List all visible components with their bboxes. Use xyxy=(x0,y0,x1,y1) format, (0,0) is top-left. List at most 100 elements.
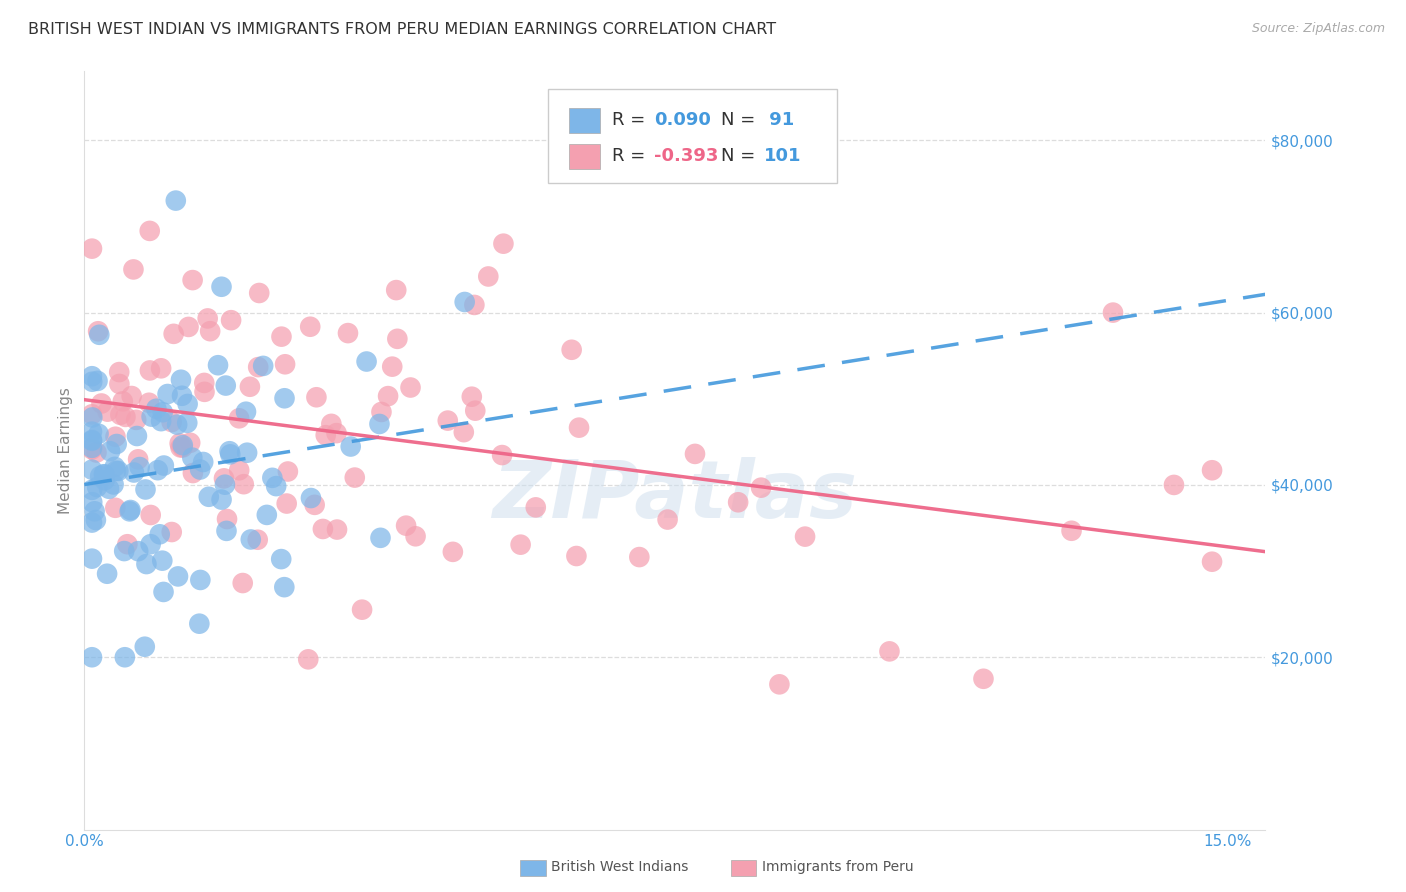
Point xyxy=(246,533,269,547)
Point xyxy=(150,554,173,568)
Y-axis label: Median Earnings: Median Earnings xyxy=(58,387,73,514)
Point xyxy=(138,224,160,238)
Text: N =: N = xyxy=(721,147,761,165)
Point xyxy=(1102,305,1125,319)
Point xyxy=(273,580,295,594)
Point xyxy=(110,408,132,422)
Point xyxy=(461,390,484,404)
Point xyxy=(228,411,250,425)
Point xyxy=(166,417,188,432)
Point xyxy=(339,440,361,454)
Point xyxy=(463,298,485,312)
Point xyxy=(277,465,299,479)
Point xyxy=(236,446,259,460)
Point xyxy=(247,360,270,375)
Point xyxy=(509,538,531,552)
Point xyxy=(299,319,322,334)
Point xyxy=(86,480,108,494)
Point xyxy=(1060,524,1083,538)
Text: -0.393: -0.393 xyxy=(654,147,718,165)
Point xyxy=(167,569,190,583)
Point xyxy=(215,512,238,526)
Point xyxy=(104,430,127,444)
Point xyxy=(139,508,162,522)
Point xyxy=(172,438,194,452)
Point xyxy=(125,413,148,427)
Point xyxy=(108,376,131,391)
Point xyxy=(190,573,212,587)
Point xyxy=(262,471,284,485)
Point xyxy=(82,410,104,425)
Point xyxy=(972,672,994,686)
Point xyxy=(139,363,162,377)
Point xyxy=(256,508,278,522)
Text: Immigrants from Peru: Immigrants from Peru xyxy=(762,860,914,874)
Point xyxy=(219,447,242,461)
Point xyxy=(188,616,211,631)
Text: R =: R = xyxy=(612,112,651,129)
Point xyxy=(111,394,134,409)
Point xyxy=(80,242,103,256)
Point xyxy=(1201,463,1223,477)
Point xyxy=(492,236,515,251)
Text: British West Indians: British West Indians xyxy=(551,860,689,874)
Point xyxy=(121,389,143,403)
Point xyxy=(139,537,162,551)
Point xyxy=(235,405,257,419)
Point xyxy=(145,401,167,416)
Point xyxy=(165,194,187,208)
Point xyxy=(177,320,200,334)
Text: 91: 91 xyxy=(763,112,794,129)
Point xyxy=(80,483,103,497)
Point xyxy=(122,466,145,480)
Point xyxy=(312,522,335,536)
Point xyxy=(150,414,173,428)
Point xyxy=(336,326,359,340)
Point xyxy=(98,482,121,496)
Point xyxy=(169,441,191,455)
Point xyxy=(343,470,366,484)
Point xyxy=(93,467,115,482)
Point xyxy=(169,436,191,450)
Point xyxy=(80,516,103,530)
Point xyxy=(179,435,201,450)
Point xyxy=(276,497,298,511)
Point xyxy=(405,529,427,543)
Point xyxy=(150,361,173,376)
Point xyxy=(628,550,651,565)
Point xyxy=(82,375,104,389)
Point xyxy=(170,389,193,403)
Point xyxy=(146,463,169,477)
Point xyxy=(80,442,103,457)
Point xyxy=(368,417,391,431)
Point xyxy=(96,404,118,418)
Point xyxy=(561,343,583,357)
Point xyxy=(170,373,193,387)
Point xyxy=(80,441,103,455)
Point xyxy=(114,650,136,665)
Point xyxy=(274,357,297,371)
Point xyxy=(152,405,174,419)
Point xyxy=(464,403,486,417)
Point xyxy=(299,491,322,505)
Point xyxy=(212,471,235,485)
Point xyxy=(356,354,378,368)
Point xyxy=(153,458,176,473)
Point xyxy=(127,544,149,558)
Point xyxy=(305,390,328,404)
Point xyxy=(114,409,136,424)
Point xyxy=(477,269,499,284)
Point xyxy=(125,429,148,443)
Point xyxy=(188,462,211,476)
Point xyxy=(80,463,103,477)
Text: N =: N = xyxy=(721,112,761,129)
Point xyxy=(176,416,198,430)
Text: BRITISH WEST INDIAN VS IMMIGRANTS FROM PERU MEDIAN EARNINGS CORRELATION CHART: BRITISH WEST INDIAN VS IMMIGRANTS FROM P… xyxy=(28,22,776,37)
Point xyxy=(104,500,127,515)
Point xyxy=(321,417,343,431)
Point xyxy=(82,495,104,509)
Point xyxy=(89,469,111,483)
Point xyxy=(96,566,118,581)
Point xyxy=(215,378,238,392)
Point xyxy=(84,513,107,527)
